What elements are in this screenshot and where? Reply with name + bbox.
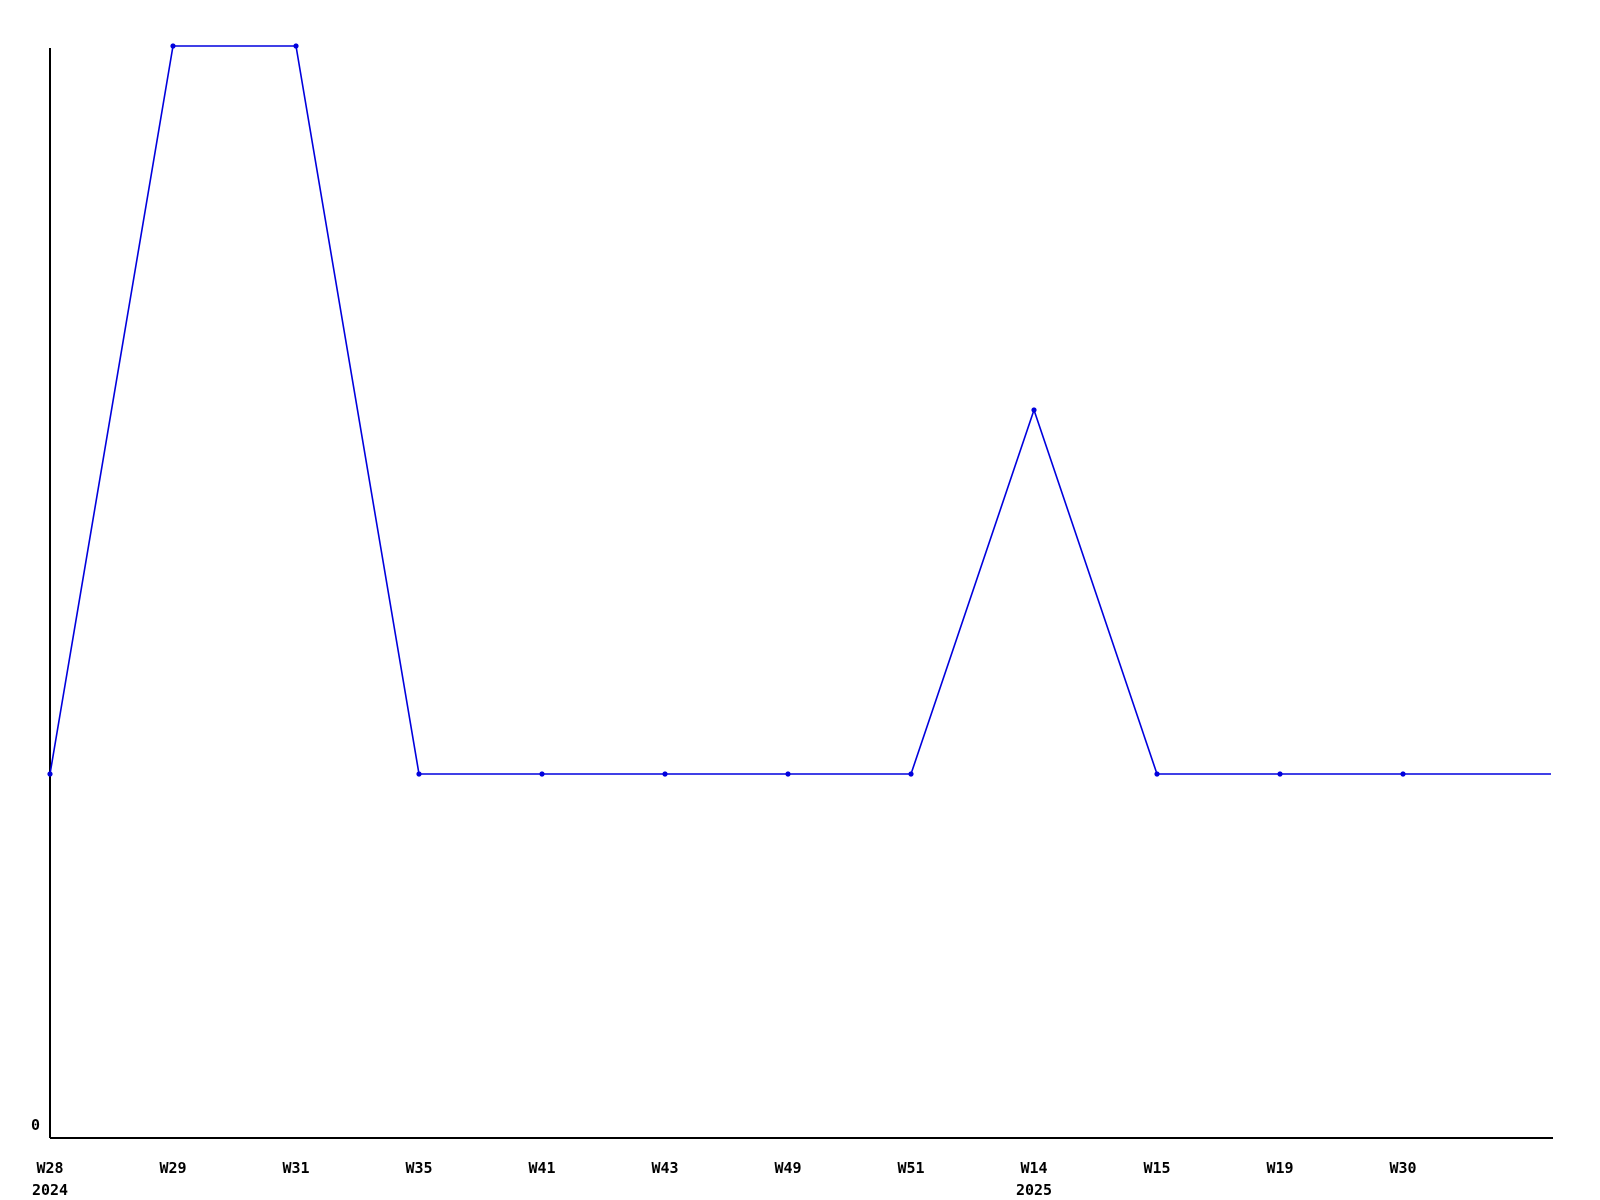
- series-line-1: [49, 45, 1551, 775]
- x-axis-tick-labels: W28 2024 W29 W31 W35 W41 W43 W49 W51 W14 2025 W15 W1…: [32, 1159, 1417, 1199]
- x-axis-tick-label: W29: [159, 1159, 186, 1177]
- data-point-marker: [1154, 771, 1160, 777]
- data-point-marker: [908, 771, 914, 777]
- x-axis-tick-label: W51: [897, 1159, 924, 1177]
- x-axis-tick-label: W31: [282, 1159, 309, 1177]
- y-axis-tick-label-0: 0: [31, 1116, 40, 1134]
- data-point-marker: [170, 43, 176, 49]
- x-axis-tick-label: W41: [528, 1159, 555, 1177]
- data-point-marker: [1031, 407, 1037, 413]
- x-axis-tick-sublabel: 2024: [32, 1181, 68, 1199]
- data-point-marker: [662, 771, 668, 777]
- x-axis-tick-sublabel: 2025: [1016, 1181, 1052, 1199]
- x-axis-tick-label: W43: [651, 1159, 678, 1177]
- data-point-marker: [539, 771, 545, 777]
- x-axis-tick-label: W30: [1389, 1159, 1416, 1177]
- x-axis-tick-label: W19: [1266, 1159, 1293, 1177]
- x-axis-tick-label: W15: [1143, 1159, 1170, 1177]
- x-axis-tick-label: W28: [36, 1159, 63, 1177]
- data-point-marker: [416, 771, 422, 777]
- data-point-marker: [293, 43, 299, 49]
- data-point-marker: [1400, 771, 1406, 777]
- data-point-marker: [47, 771, 53, 777]
- x-axis-tick-label: W35: [405, 1159, 432, 1177]
- data-point-marker: [785, 771, 791, 777]
- data-point-marker: [1277, 771, 1283, 777]
- x-axis-tick-label: W49: [774, 1159, 801, 1177]
- series-markers-1: [47, 43, 1406, 777]
- x-axis-tick-label: W14: [1020, 1159, 1047, 1177]
